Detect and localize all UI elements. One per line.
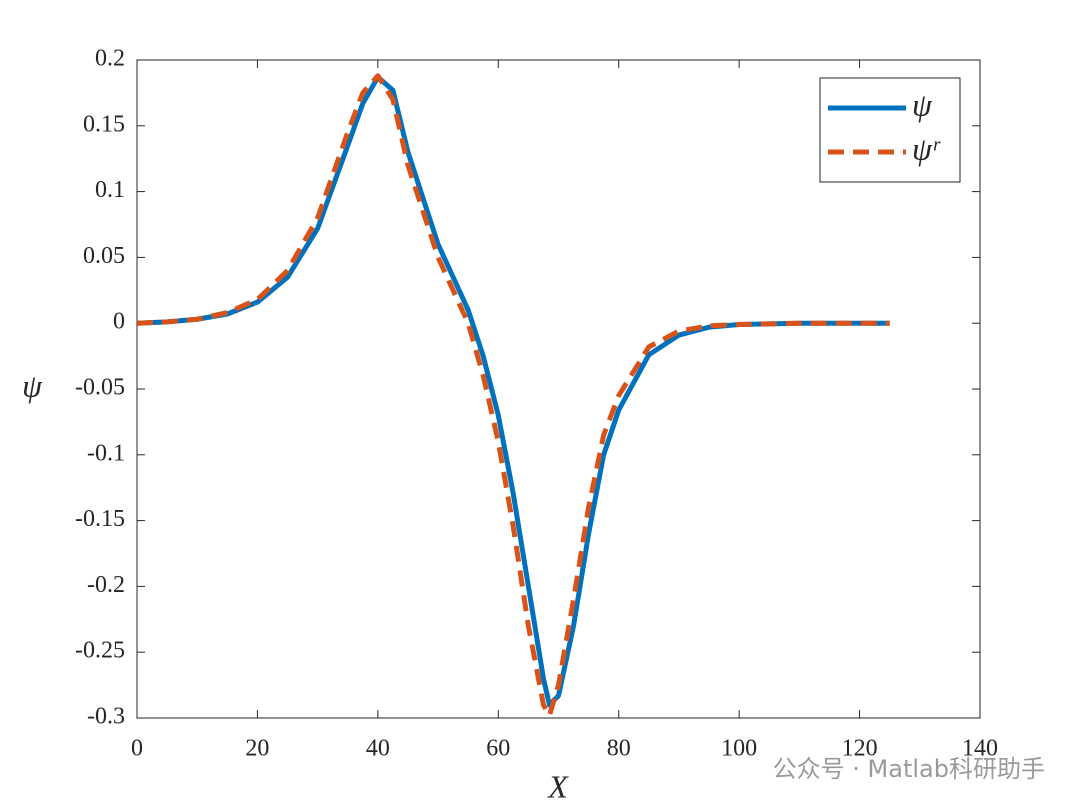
x-tick-label: 100 bbox=[721, 736, 757, 762]
x-tick-label: 120 bbox=[842, 736, 878, 762]
y-tick-label: 0 bbox=[113, 309, 125, 335]
x-tick-label: 40 bbox=[366, 736, 390, 762]
x-tick-label: 60 bbox=[486, 736, 510, 762]
data-line bbox=[136, 74, 890, 708]
x-tick-label: 140 bbox=[962, 736, 998, 762]
x-axis-label: X bbox=[546, 768, 569, 804]
y-tick-label: 0.15 bbox=[83, 111, 125, 137]
watermark: 公众号 · Matlab科研助手 bbox=[773, 755, 1045, 783]
y-tick-label: -0.15 bbox=[75, 506, 125, 532]
y-tick-label: 0.2 bbox=[95, 46, 125, 72]
legend-box bbox=[819, 77, 961, 183]
y-tick-label: -0.3 bbox=[87, 704, 125, 730]
y-tick-label: 0.1 bbox=[95, 177, 125, 203]
legend-label: ψʳ bbox=[912, 130, 941, 166]
legend-label: ψ bbox=[912, 86, 933, 122]
y-tick-label: -0.2 bbox=[87, 572, 125, 598]
y-tick-label: 0.05 bbox=[83, 243, 125, 269]
y-axis-label: ψ bbox=[22, 367, 43, 403]
data-line bbox=[136, 73, 890, 718]
x-tick-label: 0 bbox=[131, 736, 143, 762]
y-tick-label: -0.05 bbox=[75, 375, 125, 401]
y-tick-label: -0.1 bbox=[87, 440, 125, 466]
x-tick-label: 80 bbox=[607, 736, 631, 762]
x-tick-label: 20 bbox=[245, 736, 269, 762]
y-tick-label: -0.25 bbox=[75, 638, 125, 664]
